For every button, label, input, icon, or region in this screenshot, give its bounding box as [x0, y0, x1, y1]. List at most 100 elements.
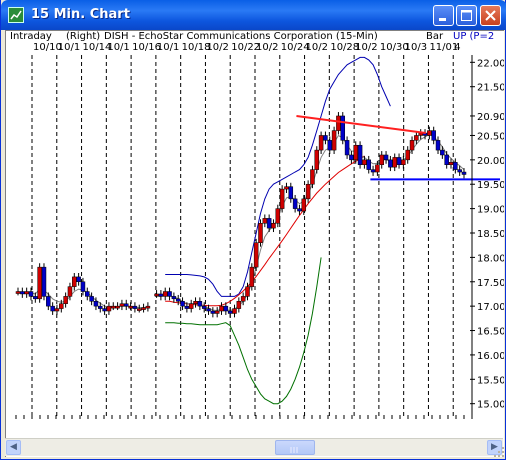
long-moving-average-line	[165, 155, 365, 307]
price-bar	[405, 149, 410, 161]
price-bar	[409, 140, 415, 151]
price-bar	[271, 222, 276, 229]
date-tick-label: 10/1	[156, 42, 180, 53]
date-tick-label: 10/30	[379, 42, 409, 53]
price-bar	[396, 157, 402, 165]
interval-label: Intraday	[10, 31, 52, 42]
y-tick-label: 20.90	[477, 112, 504, 123]
chart-app-icon	[8, 7, 24, 23]
y-tick-label: 17.50	[477, 278, 504, 289]
price-bar	[427, 130, 432, 136]
symbol-description: DISH - EchoStar Communications Corporati…	[104, 31, 378, 42]
price-bar	[184, 305, 190, 309]
price-bar	[223, 305, 229, 312]
price-bar	[357, 144, 363, 165]
price-bar	[145, 305, 151, 309]
price-bar	[288, 186, 294, 200]
y-tick-label: 21.50	[477, 83, 504, 94]
scroll-thumb[interactable]	[275, 440, 315, 455]
price-bar	[453, 162, 458, 170]
y-tick-label: 17.00	[477, 302, 504, 313]
price-bar	[362, 159, 367, 165]
y-tick-label: 15.00	[477, 400, 504, 411]
price-bar	[154, 293, 159, 297]
scroll-left-arrow-icon[interactable]: ◀	[6, 440, 21, 455]
price-bar	[366, 159, 371, 170]
date-tick-label: 10/16	[132, 42, 161, 53]
price-bar	[175, 298, 181, 302]
indicator-label: UP (P=2	[453, 31, 495, 42]
price-bar	[344, 140, 350, 156]
date-tick-label: 10/22	[231, 42, 261, 53]
price-bar	[33, 296, 38, 300]
chart-area[interactable]: Intraday (Right) DISH - EchoStar Communi…	[5, 30, 504, 457]
price-bar	[336, 115, 341, 131]
date-tick-label: 10/1	[57, 42, 81, 53]
price-bar	[435, 140, 441, 151]
close-button[interactable]	[480, 5, 501, 26]
date-tick-label: 10/2	[206, 42, 229, 53]
price-bar	[440, 149, 445, 156]
price-bar	[448, 162, 454, 165]
price-bar	[292, 198, 298, 209]
minimize-button[interactable]	[433, 5, 454, 26]
price-bar	[318, 135, 324, 151]
price-bar	[102, 308, 107, 312]
price-bar	[284, 186, 289, 190]
price-bar	[266, 218, 272, 229]
price-bar	[258, 222, 263, 244]
price-bar	[193, 301, 198, 304]
date-tick-label: 10/24	[280, 42, 310, 53]
price-bar	[128, 305, 133, 309]
price-bar	[85, 291, 90, 297]
price-bar	[262, 218, 268, 224]
price-bar	[383, 154, 389, 161]
price-bar	[236, 301, 242, 309]
price-bar	[63, 296, 68, 304]
title-bar[interactable]: 15 Min. Chart	[1, 0, 506, 30]
price-bar	[227, 310, 233, 314]
price-bar	[132, 305, 138, 309]
price-bar	[314, 149, 320, 170]
price-bar	[370, 169, 376, 173]
y-tick-label: 18.50	[477, 229, 504, 240]
upper-band-line	[165, 56, 391, 297]
y-tick-label: 20.50	[477, 131, 504, 142]
chart-header: Intraday (Right) DISH - EchoStar Communi…	[6, 31, 504, 43]
price-bar	[392, 157, 397, 168]
price-bar	[414, 135, 419, 141]
maximize-button[interactable]	[456, 5, 477, 26]
y-tick-label: 19.00	[477, 205, 504, 216]
price-bar	[245, 286, 250, 297]
resize-grip-icon[interactable]	[492, 445, 506, 459]
date-tick-label: 10/18	[181, 42, 211, 53]
price-bar	[327, 140, 333, 151]
date-tick-label: 10/2	[256, 42, 279, 53]
date-tick-label: 10/10	[33, 42, 62, 53]
price-bar	[162, 291, 168, 297]
lower-band-line	[165, 257, 322, 405]
price-bar	[188, 303, 194, 309]
price-bar	[275, 208, 281, 224]
price-bar	[54, 308, 60, 312]
date-tick-label: 10/28	[330, 42, 360, 53]
y-tick-label: 15.50	[477, 375, 504, 386]
price-bar	[353, 144, 358, 161]
price-bar	[89, 296, 94, 302]
price-bar	[20, 291, 25, 295]
date-tick-label: 4	[454, 42, 461, 53]
price-bar	[124, 303, 129, 307]
y-tick-label: 22.00	[477, 58, 504, 69]
date-tick-label: 11/01	[429, 42, 459, 53]
resistance-trendline	[296, 114, 426, 135]
price-bar	[197, 301, 203, 307]
price-bar	[305, 183, 311, 200]
horizontal-scrollbar[interactable]: ◀ ▶	[5, 438, 503, 456]
price-bar	[240, 296, 246, 302]
price-chart[interactable]: 22.00 21.50 20.90 20.50 20.00 19.50 19.00 18.50…	[6, 31, 504, 439]
price-bar	[50, 305, 55, 312]
price-bar	[158, 293, 164, 297]
price-bar	[219, 305, 224, 312]
price-bar	[214, 310, 220, 314]
